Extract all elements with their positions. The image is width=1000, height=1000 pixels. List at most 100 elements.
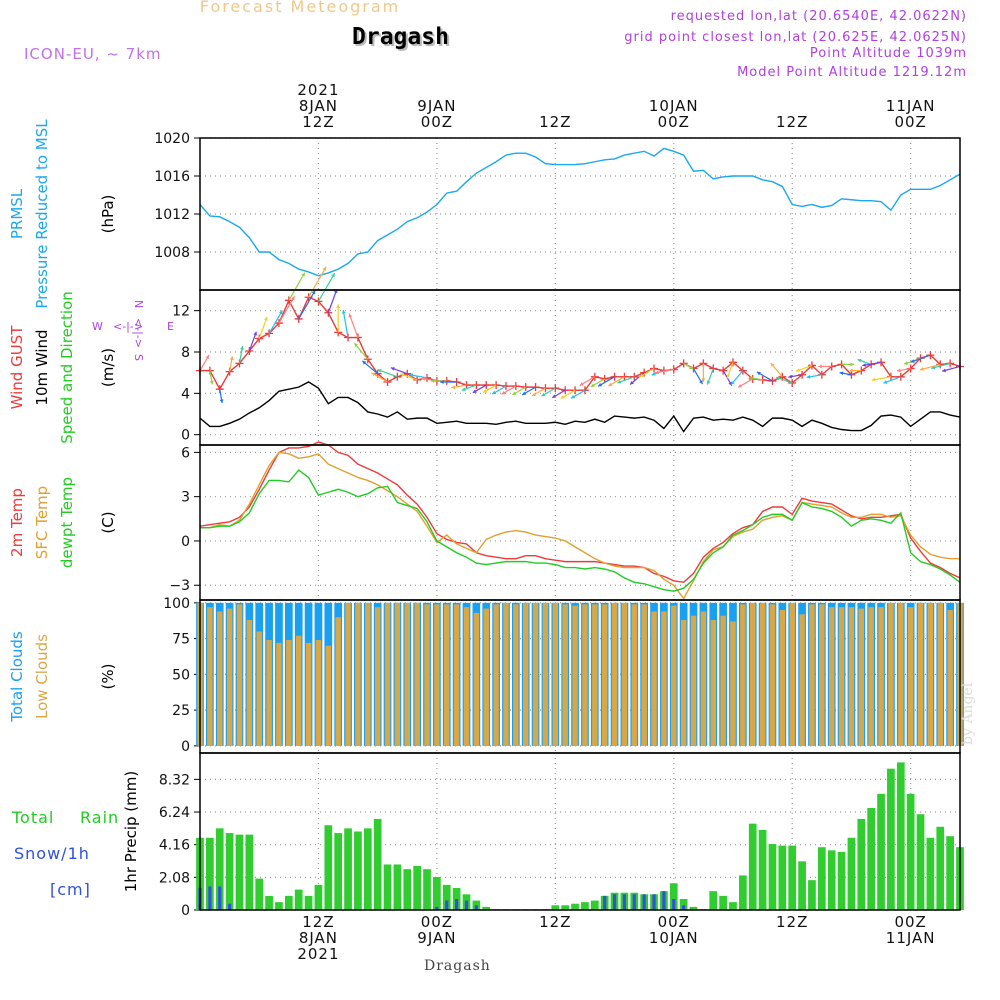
wind-arrowhead [748,376,753,380]
low-cloud-bar [572,605,578,746]
wind-arrowhead [942,368,947,373]
low-cloud-bar [740,604,746,746]
low-cloud-bar [769,604,776,746]
wind-arrowhead [910,359,915,363]
gust-marker [768,376,777,385]
snow-bar [464,900,469,910]
y-tick-label: 0 [181,428,190,444]
gust-marker [936,360,945,369]
bottom-time-label-4-0: 12Z [776,913,808,931]
y-tick-label: 1016 [154,169,190,185]
panel-clouds: 0 25 50 75 100 Total Clouds Low Clouds (%) [8,596,964,755]
wind-arrowhead [608,382,613,387]
wind-arrowhead [849,368,853,373]
rain-bar [215,828,224,910]
snow-bar [682,905,686,910]
wind-arrowhead [501,390,506,395]
gust-marker [245,346,254,355]
rain-bar [847,837,856,910]
bottom-time-label-5-0: 00Z [894,913,926,931]
rain-bar [235,834,244,910]
low-cloud-bar [325,645,332,746]
panel-unit-precip: 1hr Precip (mm) [122,771,140,892]
y-tick-label: 4 [181,386,190,402]
gust-marker [274,319,283,328]
rain-bar [817,847,826,910]
low-cloud-bar [236,604,243,746]
rain-bar [423,869,431,910]
low-cloud-bar [503,602,509,746]
low-cloud-bar [838,607,845,746]
gust-marker [728,358,737,367]
rain-bar [294,889,303,910]
top-time-label-3-1: 00Z [658,113,690,131]
low-cloud-bar [601,604,608,746]
precip-label-total: Total [11,808,54,827]
gust-marker [630,372,639,381]
wind-arrowhead [788,374,793,379]
wind-arrowhead [541,392,546,397]
y-tick-label: 2.08 [159,870,190,886]
top-time-label-5-1: 00Z [894,113,926,131]
panel-label-temp-1: SFC Temp [33,486,51,559]
rain-bar [877,793,885,910]
wind-arrow [308,266,327,298]
low-cloud-bar [355,602,361,746]
low-cloud-bar [858,608,865,746]
wind-arrowhead [639,373,644,378]
low-cloud-bar [404,602,410,746]
bottom-time-label-1-0: 00Z [421,913,453,931]
low-cloud-bar [947,610,953,746]
wind-arrow [268,310,283,334]
wind-arrowhead [278,310,283,315]
panel-frame [199,444,961,601]
snow-bar [435,906,439,910]
panel-label-wind-1: 10m Wind [33,329,51,405]
low-cloud-bar [513,604,519,746]
low-cloud-bar [365,602,371,746]
low-cloud-bar [374,607,381,746]
snow-bar [445,900,449,910]
wind-arrowhead [522,391,527,395]
low-cloud-bar [779,610,786,746]
wind-arrowhead [341,309,346,314]
low-cloud-bar [868,607,874,746]
wind-arrowhead [532,392,537,396]
low-cloud-bar [671,605,677,746]
low-cloud-bar [226,608,233,746]
panel-unit-temp: (C) [99,511,117,533]
wind-arrowhead [348,313,353,318]
wind-arrowhead [492,390,497,395]
panel-temp: −3 0 3 6 2m Temp SFC Temp dewpt Temp (C) [8,441,961,601]
panel-precip: 0 2.08 4.16 6.24 8.32 Total Rain Snow/1h [cm] 1hr… [11,752,964,919]
y-tick-label: 1012 [154,207,190,223]
footer-station: Dragash [424,958,491,974]
panel-frame [199,599,961,754]
rain-bar [442,884,451,910]
gust-marker [788,379,797,387]
rain-bar [363,828,372,910]
wind-arrowhead [571,394,576,399]
wind-arrowhead [552,394,557,398]
wind-arrowhead [651,372,656,376]
wind-arrowhead [409,373,414,378]
y-tick-label: 4.16 [159,838,190,854]
low-cloud-bar [444,604,450,746]
low-cloud-bar [434,604,440,746]
requested-coords: requested lon,lat (20.6540E, 42.0622N) [670,9,967,24]
compass-rose: W <-|-> E N <-|-> S [92,300,174,361]
panel-pressure: 1008 1012 1016 1020 PRMSL Pressure Reduced to… [8,119,961,309]
rain-bar [739,875,747,910]
low-cloud-bar [562,604,568,746]
low-cloud-bar [335,617,341,746]
wind-arrowhead [291,296,295,301]
wind-arrowhead [579,382,584,386]
wind-arrowhead [512,391,517,395]
rain-bar [265,895,273,910]
low-cloud-bar [483,608,489,746]
y-tick-label: 75 [172,632,190,648]
snow-bar [662,891,666,910]
panel-unit-clouds: (%) [99,664,117,690]
wind-arrowhead [264,316,268,321]
low-cloud-bar [532,602,539,746]
